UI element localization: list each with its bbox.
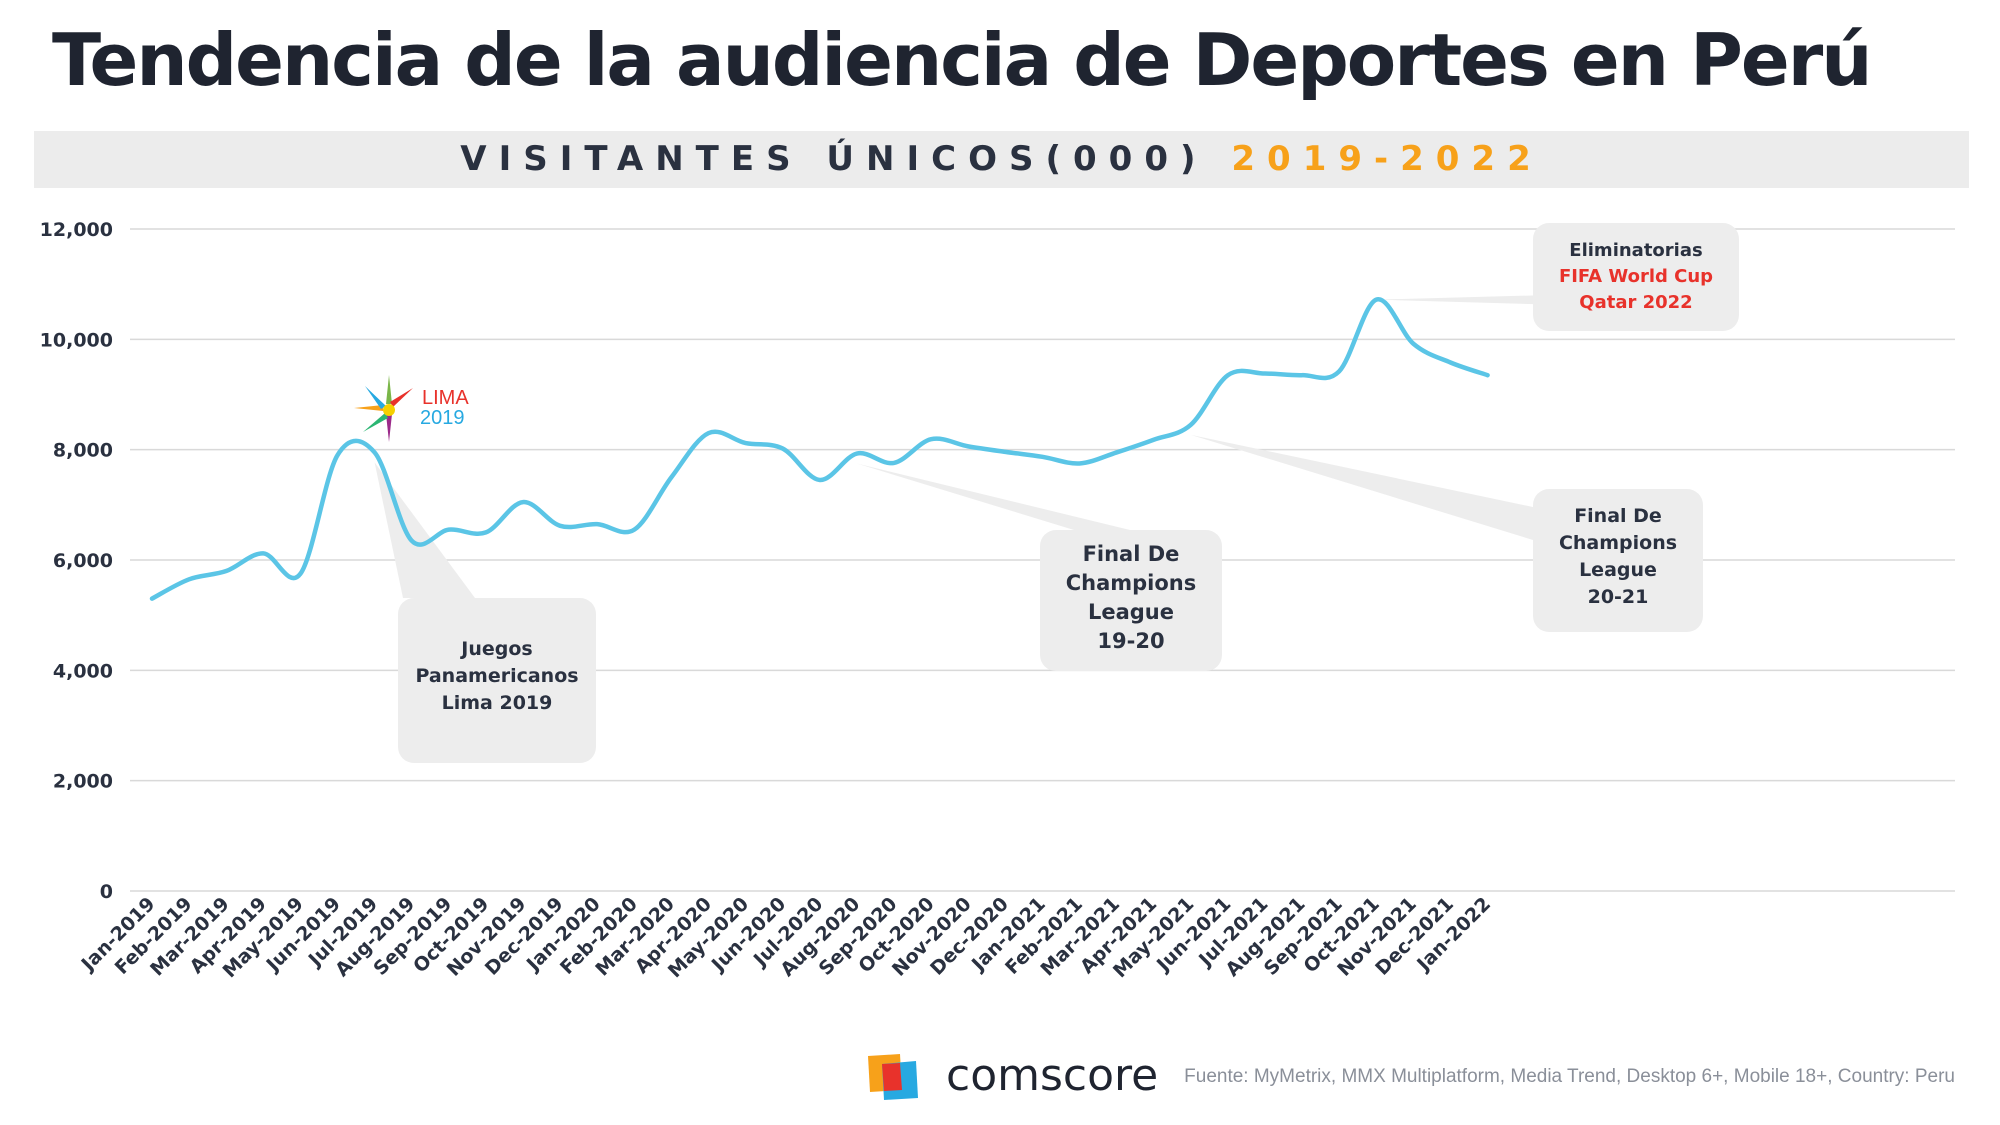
callout-text: Final De — [1083, 542, 1180, 566]
data-point — [817, 477, 823, 483]
callout-pointer — [374, 462, 475, 598]
callout-text: Champions — [1066, 571, 1197, 595]
comscore-mark-icon — [868, 1054, 918, 1100]
y-tick-label: 10,000 — [40, 329, 113, 351]
annotation-callout: Final De Champions League 20-21 — [1190, 434, 1703, 632]
lima-logo-word: LIMA — [422, 387, 469, 409]
y-tick-label: 0 — [100, 881, 113, 903]
data-point — [928, 436, 934, 442]
comscore-wordmark: comscore — [946, 1050, 1159, 1101]
data-point — [1336, 368, 1342, 374]
callout-highlight-text: FIFA World Cup — [1559, 266, 1713, 287]
data-point — [854, 451, 860, 457]
source-note: Fuente: MyMetrix, MMX Multiplatform, Med… — [1184, 1066, 1955, 1087]
data-point — [594, 521, 600, 527]
y-tick-label: 4,000 — [53, 660, 113, 682]
data-point — [1039, 454, 1045, 460]
data-point — [446, 527, 452, 533]
callout-text: Final De — [1574, 505, 1662, 527]
data-point — [483, 529, 489, 535]
annotation-callout: Final De Champions League 19-20 — [856, 463, 1222, 671]
lima-2019-logo: LIMA 2019 — [354, 375, 469, 442]
data-point — [409, 538, 415, 544]
data-point — [1225, 372, 1231, 378]
callout-text: 19-20 — [1097, 629, 1164, 653]
data-point — [372, 449, 378, 455]
callout-highlight-text: Qatar 2022 — [1579, 292, 1692, 313]
data-point — [1151, 437, 1157, 443]
callout-text: Champions — [1559, 532, 1677, 554]
data-point — [891, 460, 897, 466]
data-point — [631, 527, 637, 533]
data-point — [1299, 372, 1305, 378]
annotation-callout: Juegos Panamericanos Lima 2019 — [374, 462, 596, 763]
data-point — [297, 571, 303, 577]
data-point — [1077, 460, 1083, 466]
chart-subtitle-metric: VISITANTES ÚNICOS(000) — [460, 139, 1208, 179]
callout-pointer — [856, 463, 1130, 530]
callout-text: Lima 2019 — [442, 692, 553, 714]
callout-box — [1040, 530, 1222, 671]
y-tick-label: 8,000 — [53, 440, 113, 462]
data-point — [260, 550, 266, 556]
lima-star-icon — [354, 375, 413, 442]
data-point — [743, 440, 749, 446]
data-point — [1114, 449, 1120, 455]
callout-text: Panamericanos — [415, 665, 578, 687]
callout-text: League — [1579, 559, 1657, 581]
chart-subtitle-years: 2019-2022 — [1231, 139, 1543, 179]
callout-pointer — [1190, 434, 1533, 540]
data-point — [1448, 360, 1454, 366]
data-point — [965, 443, 971, 449]
callout-text: Eliminatorias — [1569, 240, 1702, 261]
callout-box — [1533, 489, 1703, 632]
callout-box — [398, 598, 596, 763]
callout-text: League — [1088, 600, 1174, 624]
data-point — [149, 596, 155, 602]
data-point — [780, 446, 786, 452]
data-point — [520, 499, 526, 505]
series-line — [149, 297, 1490, 601]
data-point — [186, 576, 192, 582]
callout-text: Juegos — [459, 638, 532, 660]
data-point — [1262, 371, 1268, 377]
callout-box — [1533, 223, 1739, 331]
annotation-callout: Eliminatorias FIFA World Cup Qatar 2022 — [1376, 223, 1739, 331]
data-point — [706, 430, 712, 436]
y-tick-label: 6,000 — [53, 550, 113, 572]
callout-text: 20-21 — [1588, 586, 1649, 608]
data-point — [223, 568, 229, 574]
data-point — [1410, 341, 1416, 347]
y-tick-label: 12,000 — [40, 219, 113, 241]
data-point — [557, 523, 563, 529]
data-point — [1373, 297, 1379, 303]
lima-logo-year: 2019 — [420, 407, 465, 429]
y-tick-label: 2,000 — [53, 771, 113, 793]
data-point — [1188, 422, 1194, 428]
data-point — [668, 474, 674, 480]
data-point — [1002, 449, 1008, 455]
data-point — [1485, 372, 1491, 378]
page-title: Tendencia de la audiencia de Deportes en… — [52, 18, 1872, 102]
chart-subtitle-banner: VISITANTES ÚNICOS(000) 2019-2022 — [34, 131, 1969, 188]
data-point — [335, 452, 341, 458]
